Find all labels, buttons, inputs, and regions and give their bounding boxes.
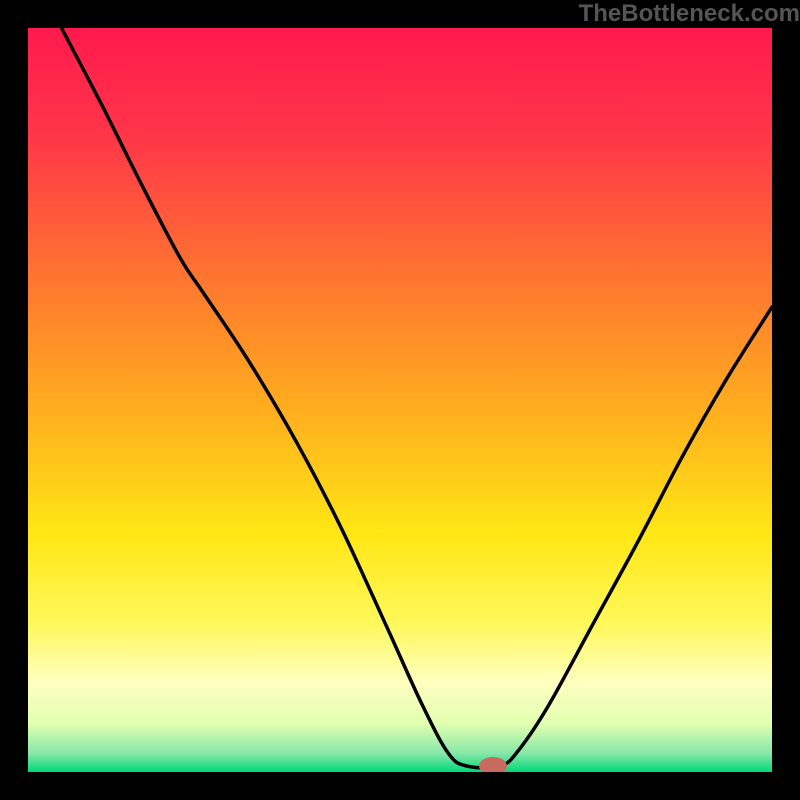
attribution-text: TheBottleneck.com <box>579 0 800 26</box>
chart-container: TheBottleneck.com <box>0 0 800 800</box>
optimal-point-marker <box>479 757 507 772</box>
bottleneck-curve <box>28 28 772 772</box>
plot-area <box>28 28 772 772</box>
